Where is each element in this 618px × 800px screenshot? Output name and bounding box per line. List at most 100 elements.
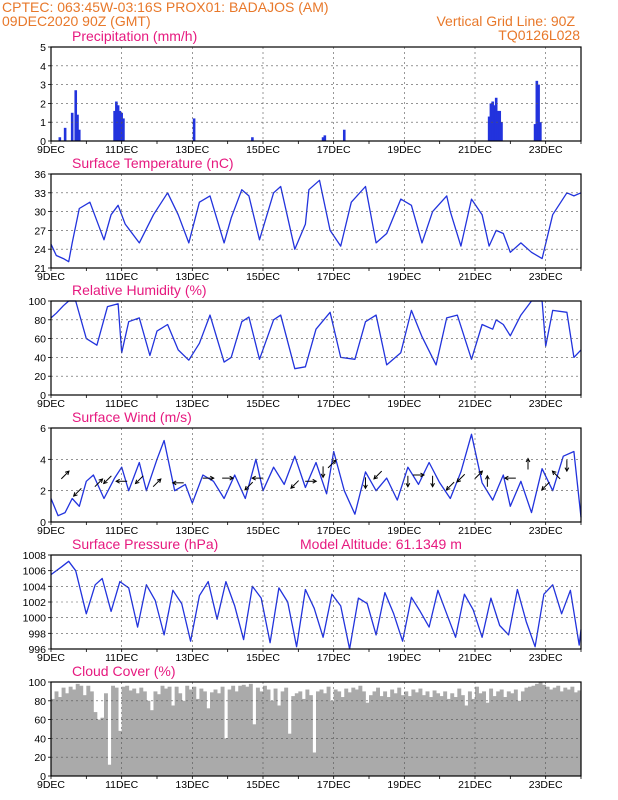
temp-y-tick-label: 30 [34,207,46,219]
cloud-bar [566,689,571,776]
cloud-bar [372,691,377,776]
cloud-bar [280,691,285,776]
cloud-bar [58,697,62,776]
cloud-bar [573,692,578,776]
cloud-bar [255,687,260,776]
wind-arrow [134,475,144,485]
cloud-y-tick-label: 100 [28,677,46,689]
cloud-bar [227,689,232,776]
precip-bar [74,90,78,141]
precip-title: Precipitation (mm/h) [72,28,197,44]
precip-bar [122,118,125,141]
cloud-bar [65,693,70,776]
precip-bar [493,105,496,141]
precip-bar [535,80,539,141]
cloud-bar [422,695,426,776]
rh-x-tick-label: 9DEC [37,398,65,410]
cloud-bar [135,693,140,776]
cloud-bar [231,685,236,776]
precip-x-tick-label: 15DEC [246,144,280,156]
cloud-bar [89,691,94,776]
precip-y-tick-label: 5 [40,42,46,54]
precip-x-tick-label: 21DEC [458,144,492,156]
cloud-bar [54,691,59,776]
precip-y-tick-label: 2 [40,98,46,110]
cloud-bar [376,687,380,776]
precip-bar [342,129,346,141]
cloud-bar [79,685,84,776]
panels-group: 0 1 2 3 4 5 9DEC 11DEC 13DEC 15DEC 17DEC 19DEC 21DEC… [23,42,582,791]
wind-arrow [152,478,162,488]
cloud-bar [386,697,391,776]
cloud-bar [563,687,568,776]
cloud-bar [361,691,366,776]
cloud-bar [425,691,430,776]
wind-frame [50,427,582,523]
cloud-bar [369,695,373,776]
wind-arrow [445,481,455,491]
cloud-bar [146,700,151,776]
cloud-bar [192,686,197,776]
cloud-bar [68,686,73,776]
temp-x-tick-label: 17DEC [317,271,351,283]
cloud-bar [277,705,282,776]
cloud-bar [291,696,296,776]
cloud-frame [50,681,582,777]
cloud-bar [284,687,289,776]
temp-x-tick-label: 9DEC [37,271,65,283]
wind-y-tick-label: 4 [40,454,46,466]
cloud-bar [181,700,186,776]
wind-x-tick-label: 19DEC [387,525,421,537]
cloud-bar [273,688,278,776]
cloud-x-tick-label: 17DEC [317,779,351,791]
cloud-bar [132,688,137,776]
wind-y-tick-label: 2 [40,486,46,498]
cloud-bar [178,693,183,776]
cloud-bar [538,682,543,776]
cloud-bar [570,686,575,776]
precip-bar [115,101,118,141]
cloud-bar [308,695,313,776]
cloud-bar [492,696,497,776]
rh-panel: 0 20 40 60 80 100 9DEC 11DEC 13DEC 15DEC 17DEC 19DE… [28,296,582,410]
precip-bar [77,129,81,141]
cloud-bar [517,700,522,776]
rh-y-tick-label: 60 [34,334,46,346]
cloud-bar [160,685,165,776]
pressure-x-tick-label: 21DEC [458,652,492,664]
cloud-bar [171,705,176,776]
cloud-bar [245,686,250,776]
pressure-x-tick-label: 9DEC [37,652,65,664]
cloud-bar [294,693,299,776]
cloud-bar [326,686,331,776]
precip-frame [50,46,582,142]
rh-series-line [50,300,582,370]
wind-arrow [503,475,516,481]
wind-x-tick-label: 15DEC [246,525,280,537]
wind-arrow [202,475,215,481]
cloud-bar [164,688,168,776]
wind-arrow [541,481,550,491]
cloud-bar [432,690,437,776]
cloud-panel: 0 20 40 60 80 100 9DEC 11DEC 13DEC 15DEC 17DEC 19DE… [28,677,582,791]
precip-x-tick-label: 19DEC [387,144,421,156]
cloud-x-tick-label: 9DEC [37,779,65,791]
wind-arrow [72,488,82,497]
cloud-bar [520,691,525,776]
cloud-bar [316,691,320,776]
cloud-bar [482,691,486,776]
pressure-title: Surface Pressure (hPa) [72,536,218,552]
wind-arrow [171,480,184,486]
rh-y-tick-label: 0 [40,390,46,402]
wind-x-tick-label: 17DEC [317,525,351,537]
cloud-bar [404,691,409,776]
cloud-bar [234,691,239,776]
cloud-bar [450,693,455,776]
wind-arrow [412,472,426,478]
temp-x-tick-label: 19DEC [387,271,421,283]
cloud-bar [107,764,112,776]
cloud-bar [397,687,402,776]
precip-bar [58,137,62,141]
cloud-bar [542,684,547,776]
cloud-bar [464,705,469,776]
